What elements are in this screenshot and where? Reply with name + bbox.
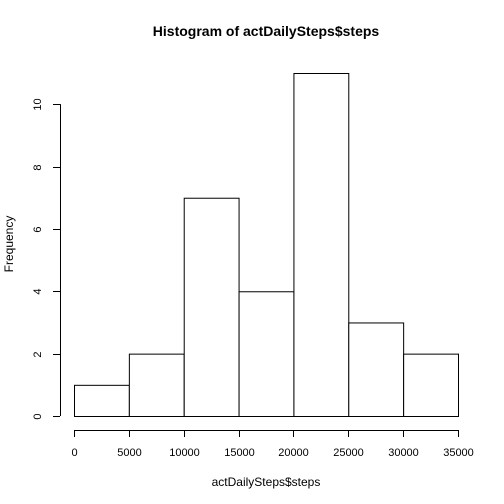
histogram-bar-1: [128, 353, 185, 417]
histogram-bar-0: [74, 384, 130, 417]
x-tick-label: 35000: [443, 447, 474, 459]
y-axis-label: Frequency: [2, 216, 16, 273]
x-axis-label: actDailySteps$steps: [212, 475, 321, 489]
histogram-bar-2: [183, 197, 240, 417]
histogram-bar-6: [403, 353, 459, 417]
x-tick-label: 15000: [224, 447, 255, 459]
y-tick-label: 10: [32, 98, 44, 110]
y-tick-label: 2: [32, 351, 44, 357]
x-tick-label: 30000: [388, 447, 419, 459]
x-tick-label: 25000: [333, 447, 364, 459]
x-tick-label: 20000: [278, 447, 309, 459]
y-tick-label: 4: [32, 288, 44, 294]
x-tick-label: 10000: [169, 447, 200, 459]
x-axis: 0 5000 10000 15000 20000 25000 30000 35000: [71, 430, 474, 459]
histogram-bar-3: [238, 291, 295, 418]
chart-title: Histogram of actDailySteps$steps: [153, 23, 380, 39]
bars-group: [74, 73, 459, 418]
x-tick-label: 5000: [117, 447, 141, 459]
histogram-bar-5: [348, 322, 405, 418]
y-tick-label: 6: [32, 226, 44, 232]
histogram-bar-4: [293, 73, 350, 417]
y-axis: 0 2 4 6 8 10: [32, 98, 61, 420]
y-tick-label: 0: [32, 413, 44, 419]
x-tick-label: 0: [71, 447, 77, 459]
y-tick-label: 8: [32, 164, 44, 170]
